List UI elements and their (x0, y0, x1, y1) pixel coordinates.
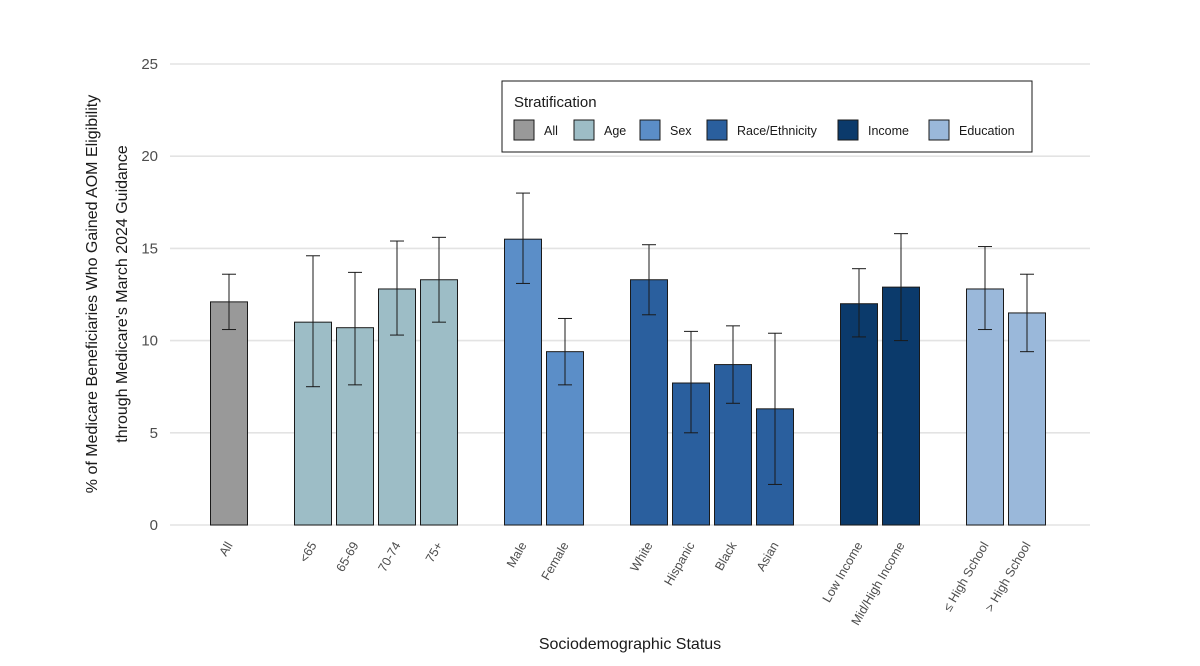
y-tick-label: 10 (141, 333, 158, 350)
x-category-label: <65 (297, 539, 320, 564)
bar (630, 279, 668, 526)
bar (840, 303, 878, 526)
legend: Stratification All Age Sex Race/Ethnicity In… (501, 80, 1033, 153)
legend-entry: Race/Ethnicity (706, 119, 818, 141)
legend-label: Education (959, 124, 1015, 138)
error-bar (558, 317, 572, 386)
x-category-label: > High School (982, 540, 1033, 615)
error-bar (306, 255, 320, 388)
error-bar (516, 192, 530, 284)
x-category-label: Female (539, 539, 572, 582)
x-category-label: 75+ (423, 540, 446, 565)
bars (210, 238, 1046, 526)
legend-frame (501, 80, 1033, 153)
error-bar (978, 246, 992, 331)
legend-label: All (544, 124, 558, 138)
x-category-label: 70-74 (375, 539, 403, 574)
error-bar (894, 233, 908, 342)
x-category-label: Hispanic (662, 540, 698, 589)
x-category-label: All (217, 540, 236, 559)
bar (504, 238, 542, 526)
legend-label: Race/Ethnicity (737, 124, 818, 138)
legend-entry: Income (837, 119, 909, 141)
legend-title: Stratification (514, 94, 597, 111)
y-tick-label: 20 (141, 148, 158, 165)
y-axis-title: % of Medicare Beneficiaries Who Gained A… (84, 95, 131, 493)
legend-swatch (513, 119, 535, 141)
error-bar (642, 244, 656, 316)
y-tick-label: 15 (141, 240, 158, 257)
legend-label: Income (868, 124, 909, 138)
y-tick-label: 5 (150, 425, 158, 442)
legend-entry: Sex (639, 119, 692, 141)
x-category-label: Asian (754, 539, 782, 573)
y-axis-title-line-2: through Medicare's March 2024 Guidance (114, 145, 131, 443)
legend-entry: All (513, 119, 558, 141)
legend-label: Sex (670, 124, 692, 138)
legend-swatch (573, 119, 595, 141)
error-bar (390, 240, 404, 336)
legend-label: Age (604, 124, 626, 138)
error-bar (768, 332, 782, 485)
legend-swatch (837, 119, 859, 141)
bar (210, 301, 248, 526)
legend-swatch (639, 119, 661, 141)
y-tick-label: 25 (141, 56, 158, 73)
x-axis-category-labels: All <65 65-69 70-74 75+ Male Female White Hispan… (217, 539, 1034, 628)
error-bar (1020, 273, 1034, 353)
error-bar (726, 325, 740, 404)
y-tick-label: 0 (150, 517, 158, 534)
y-axis-ticks: 0 5 10 15 20 25 (141, 56, 158, 534)
error-bar (348, 271, 362, 386)
x-axis-title: Sociodemographic Status (539, 636, 721, 653)
error-bar (852, 268, 866, 338)
legend-entry: Age (573, 119, 626, 141)
error-bar (684, 330, 698, 434)
y-axis-title-line-1: % of Medicare Beneficiaries Who Gained A… (84, 95, 101, 493)
legend-entry: Education (928, 119, 1015, 141)
x-category-label: 65-69 (333, 539, 361, 574)
error-bar (432, 236, 446, 323)
x-category-label: Male (504, 539, 530, 570)
legend-swatch (928, 119, 950, 141)
legend-entries: All Age Sex Race/Ethnicity Income Education (513, 119, 1015, 141)
legend-swatch (706, 119, 728, 141)
error-bar (222, 273, 236, 331)
x-category-label: White (627, 539, 655, 574)
x-category-label: Black (712, 539, 740, 573)
x-category-label: Low Income (820, 539, 866, 604)
error-bars (222, 192, 1034, 485)
